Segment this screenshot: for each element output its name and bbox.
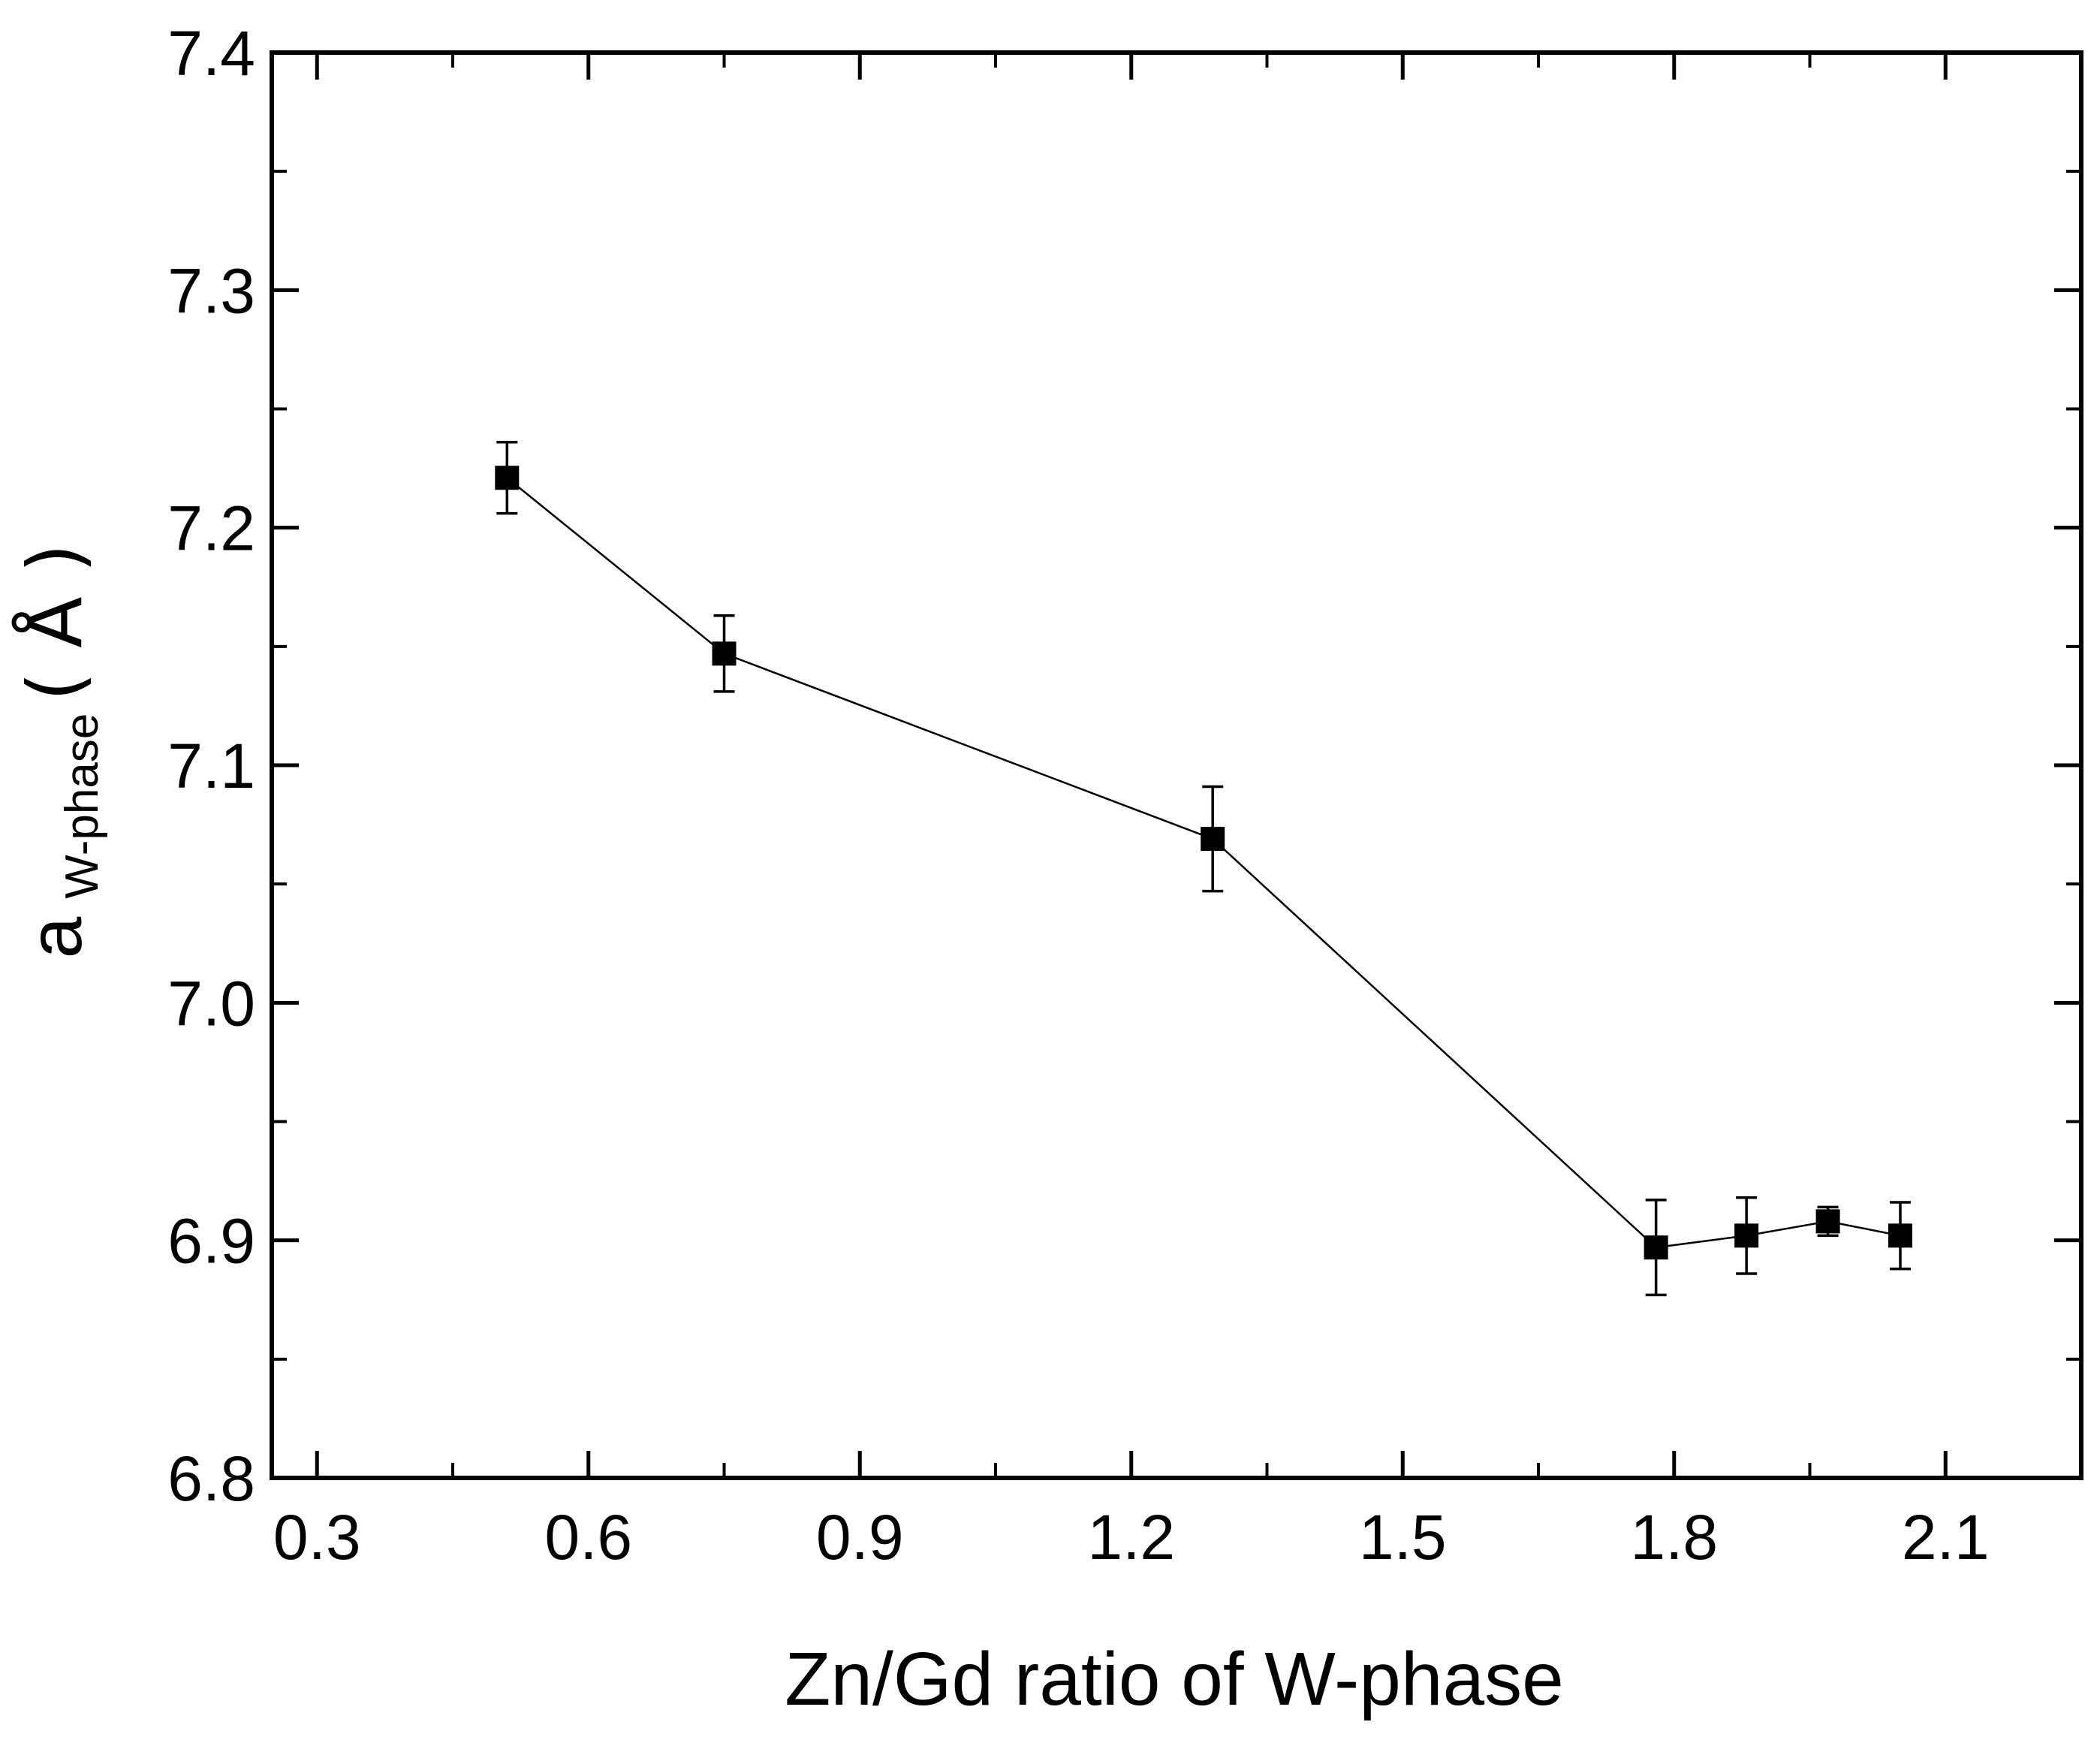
y-tick-label: 7.0	[167, 968, 255, 1039]
series-line	[506, 477, 1901, 1249]
data-point-marker	[1888, 1223, 1912, 1248]
plot-border	[270, 50, 2083, 1480]
y-tick-label: 7.2	[167, 493, 255, 564]
data-point-marker	[1644, 1235, 1668, 1260]
data-point-marker	[1815, 1209, 1840, 1234]
x-axis-ticks: 0.3 0.6 0.9 1.2 1.5 1.8 2.1	[273, 53, 1990, 1573]
x-tick-label: 0.6	[544, 1502, 632, 1573]
x-tick-label: 1.2	[1087, 1502, 1175, 1573]
y-tick-label: 7.4	[167, 18, 255, 89]
y-tick-label: 6.9	[167, 1206, 255, 1277]
data-point-marker	[712, 641, 737, 666]
data-point-marker	[1201, 827, 1225, 852]
x-tick-label: 1.8	[1630, 1502, 1718, 1573]
series-layer	[495, 441, 1912, 1297]
x-tick-label: 2.1	[1902, 1502, 1990, 1573]
y-tick-label: 7.3	[167, 255, 255, 326]
plot-frame	[270, 50, 2083, 1480]
x-tick-label: 0.3	[273, 1502, 361, 1573]
y-tick-label: 6.8	[167, 1443, 255, 1514]
x-tick-label: 1.5	[1359, 1502, 1447, 1573]
y-axis-ticks: 6.8 6.9 7.0 7.1 7.2 7.3 7.4	[167, 18, 2081, 1514]
y-tick-label: 7.1	[167, 731, 255, 801]
data-point-marker	[495, 466, 520, 490]
data-point-marker	[1734, 1223, 1759, 1248]
y-axis-title: a W-phase ( Å )	[11, 544, 108, 959]
x-tick-label: 0.9	[816, 1502, 904, 1573]
y-axis-title-unit: ( Å )	[11, 544, 99, 701]
y-axis-title-main: a	[14, 916, 98, 958]
x-axis-title: Zn/Gd ratio of W-phase	[785, 1637, 1564, 1721]
svg-text:a W-phase ( Å ): a W-phase ( Å )	[11, 544, 108, 959]
y-axis-title-subscript: W-phase	[56, 713, 108, 899]
